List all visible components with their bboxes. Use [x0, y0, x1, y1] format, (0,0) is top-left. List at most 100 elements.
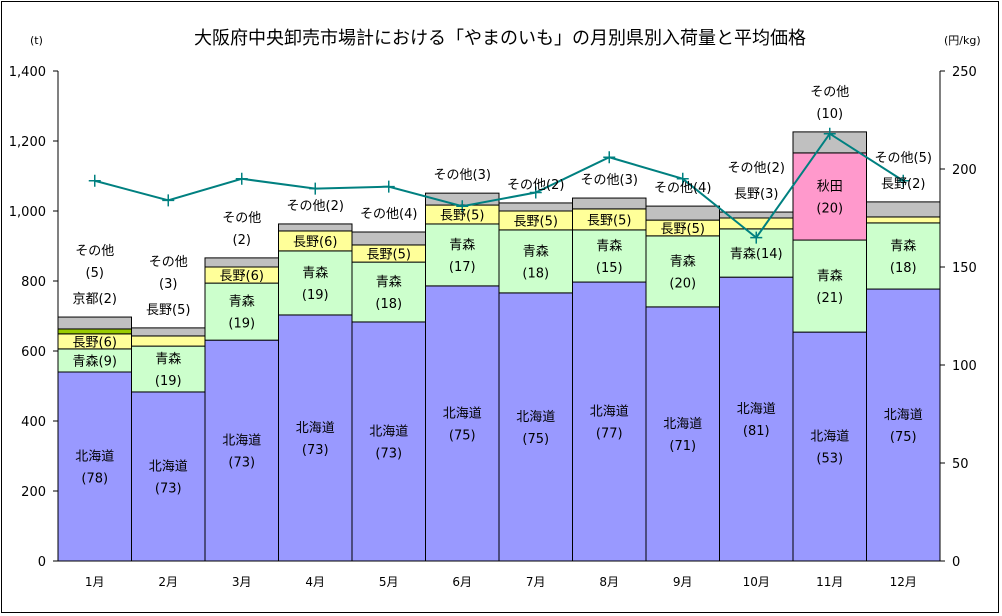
segment-label-hokkaido: 北海道 [443, 406, 482, 421]
x-tick-label: 1月 [85, 575, 105, 589]
bar-segment-hokkaido [498, 292, 573, 562]
segment-label-hokkaido: 北海道 [75, 450, 114, 465]
bar-segment-aomori [278, 250, 353, 316]
segment-label-aomori: 青森 [449, 238, 475, 253]
above-bar-label: その他(2) [507, 178, 564, 193]
above-bar-label: 長野(3) [734, 187, 778, 202]
bar-segment-aomori [351, 261, 426, 323]
segment-label-hokkaido: 北海道 [222, 434, 261, 449]
segment-label-aomori: (19) [302, 288, 329, 303]
segment-label-hokkaido: (73) [375, 446, 402, 461]
x-tick-label: 5月 [379, 575, 399, 589]
x-tick-label: 10月 [743, 575, 770, 589]
above-bar-label: 長野(2) [881, 177, 925, 192]
segment-label-aomori: 青森 [890, 239, 916, 254]
bar-segment-aomori [792, 239, 867, 333]
left-tick-label: 200 [21, 485, 46, 500]
above-bar-label: (5) [86, 266, 104, 281]
bar-segment-other [278, 223, 353, 232]
bar-segment-hokkaido [425, 285, 500, 562]
segment-label-hokkaido: 北海道 [296, 421, 335, 436]
bar-segment-nagano [866, 216, 941, 224]
segment-label-aomori: (20) [669, 276, 696, 291]
above-bar-label: 京都(2) [73, 292, 117, 307]
x-tick-label: 4月 [305, 575, 325, 589]
above-bar-label: (10) [816, 107, 843, 122]
segment-label-hokkaido: (75) [890, 430, 917, 445]
bar-segment-aomori [866, 222, 941, 290]
segment-label-aomori: 青森 [302, 266, 328, 281]
segment-label-nagano: 長野(5) [440, 209, 484, 224]
chart-title: 大阪府中央卸売市場計における「やまのいも」の月別県別入荷量と平均価格 [194, 28, 806, 49]
segment-label-hokkaido: (71) [669, 439, 696, 454]
left-axis-unit: (t) [30, 34, 43, 47]
segment-label-aomori: (15) [596, 261, 623, 276]
left-tick-label: 0 [38, 555, 46, 570]
bar-segment-hokkaido [204, 339, 279, 562]
right-tick-label: 0 [952, 555, 960, 570]
x-tick-label: 2月 [158, 575, 178, 589]
bar-segment-kyoto [57, 328, 132, 335]
bar-segment-other [351, 231, 426, 246]
above-bar-label: その他(2) [287, 199, 344, 214]
x-tick-label: 6月 [452, 575, 472, 589]
right-tick-label: 250 [952, 65, 977, 80]
left-tick-label: 800 [21, 275, 46, 290]
segment-label-hokkaido: 北海道 [149, 459, 188, 474]
above-bar-label: その他 [75, 244, 114, 259]
price-line [94, 132, 904, 240]
segment-label-hokkaido: 北海道 [516, 410, 555, 425]
price-point-marker [603, 151, 616, 164]
segment-label-aomori: 青森 [229, 295, 255, 310]
price-point-marker [88, 174, 101, 187]
bar-segment-other [57, 316, 132, 330]
segment-label-hokkaido: (73) [302, 443, 329, 458]
price-point-marker [235, 172, 248, 185]
x-tick-label: 9月 [673, 575, 693, 589]
bar-segment-akita [792, 152, 867, 241]
x-tick-label: 11月 [816, 575, 843, 589]
segment-label-hokkaido: (75) [449, 428, 476, 443]
price-point-marker [823, 127, 836, 140]
segment-label-aomori: 青森 [523, 244, 549, 259]
segment-label-hokkaido: 北海道 [369, 424, 408, 439]
bar-segment-hokkaido [351, 321, 426, 562]
price-point-marker [897, 174, 910, 187]
above-bar-label: その他(4) [654, 181, 711, 196]
bar-segment-other [645, 205, 720, 221]
segment-label-nagano: 長野(5) [661, 222, 705, 237]
segment-label-aomori: (18) [375, 297, 402, 312]
price-point-marker [162, 194, 175, 207]
x-tick-label: 8月 [599, 575, 619, 589]
above-bar-label: その他 [810, 85, 849, 100]
segment-label-aomori: (18) [890, 261, 917, 276]
bar-segment-hokkaido [866, 288, 941, 562]
segment-label-aomori: 青森(14) [730, 247, 783, 262]
segment-label-aomori: 青森 [596, 239, 622, 254]
price-point-marker [529, 186, 542, 199]
price-point-marker [676, 172, 689, 185]
bar-segment-hokkaido [719, 276, 794, 562]
segment-label-hokkaido: 北海道 [810, 430, 849, 445]
segment-label-aomori: (19) [228, 317, 255, 332]
left-tick-label: 1,000 [9, 205, 46, 220]
segment-label-nagano: 長野(5) [514, 214, 558, 229]
above-bar-label: その他 [149, 255, 188, 270]
above-bar-label: その他(3) [581, 173, 638, 188]
left-tick-label: 1,200 [9, 135, 46, 150]
segment-label-aomori: 青森 [817, 269, 843, 284]
segment-label-aomori: 青森 [670, 254, 696, 269]
right-tick-label: 150 [952, 261, 977, 276]
left-tick-label: 1,400 [9, 65, 46, 80]
bar-segment-aomori [425, 223, 500, 287]
right-tick-label: 100 [952, 359, 977, 374]
bar-segment-other [204, 257, 279, 268]
above-bar-label: (3) [159, 277, 177, 292]
left-tick-label: 400 [21, 415, 46, 430]
bar-segment-other [131, 327, 206, 337]
segment-label-aomori: 青森 [155, 352, 181, 367]
segment-label-aomori: (17) [449, 260, 476, 275]
above-bar-label: その他(2) [728, 161, 785, 176]
